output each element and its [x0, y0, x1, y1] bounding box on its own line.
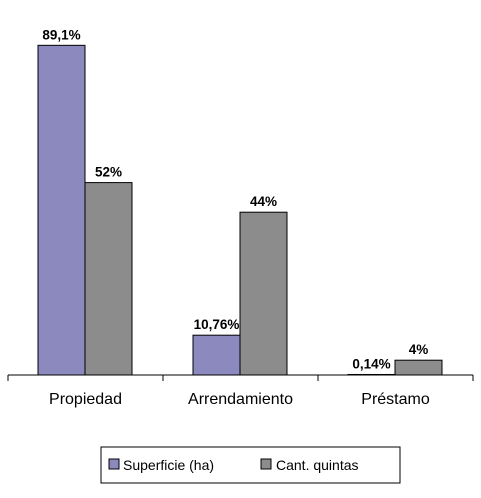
value-label-superficie-ha-propiedad: 89,1% — [42, 27, 80, 42]
bar-superficie-ha-arrendamiento — [192, 334, 241, 376]
value-label-cant-quintas-prestamo: 4% — [409, 342, 429, 357]
category-label-prestamo: Préstamo — [361, 391, 430, 408]
bar-superficie-ha-propiedad — [37, 44, 86, 376]
x-axis — [7, 374, 474, 381]
legend-swatch-superficie — [108, 458, 120, 470]
legend: Superficie (ha) Cant. quintas — [100, 446, 401, 484]
value-label-cant-quintas-propiedad: 52% — [95, 165, 122, 180]
category-label-propiedad: Propiedad — [49, 391, 122, 408]
category-label-arrendamiento: Arrendamiento — [188, 391, 293, 408]
bar-cant-quintas-prestamo — [394, 359, 443, 376]
legend-label-cant-quintas: Cant. quintas — [276, 457, 359, 473]
value-label-superficie-ha-prestamo: 0,14% — [352, 356, 390, 371]
category-labels: Propiedad Arrendamiento Préstamo — [49, 391, 430, 408]
value-label-cant-quintas-arrendamiento: 44% — [250, 194, 277, 209]
legend-box — [100, 446, 401, 484]
value-labels-layer: 89,1% 52% 10,76% 44% 0,14% 4% — [42, 27, 428, 371]
bars-layer — [37, 44, 443, 376]
bar-cant-quintas-propiedad — [84, 182, 133, 376]
legend-swatch-cant-quintas — [260, 458, 272, 470]
bar-cant-quintas-arrendamiento — [239, 211, 288, 376]
value-label-superficie-ha-arrendamiento: 10,76% — [194, 317, 240, 332]
legend-label-superficie: Superficie (ha) — [123, 457, 214, 473]
